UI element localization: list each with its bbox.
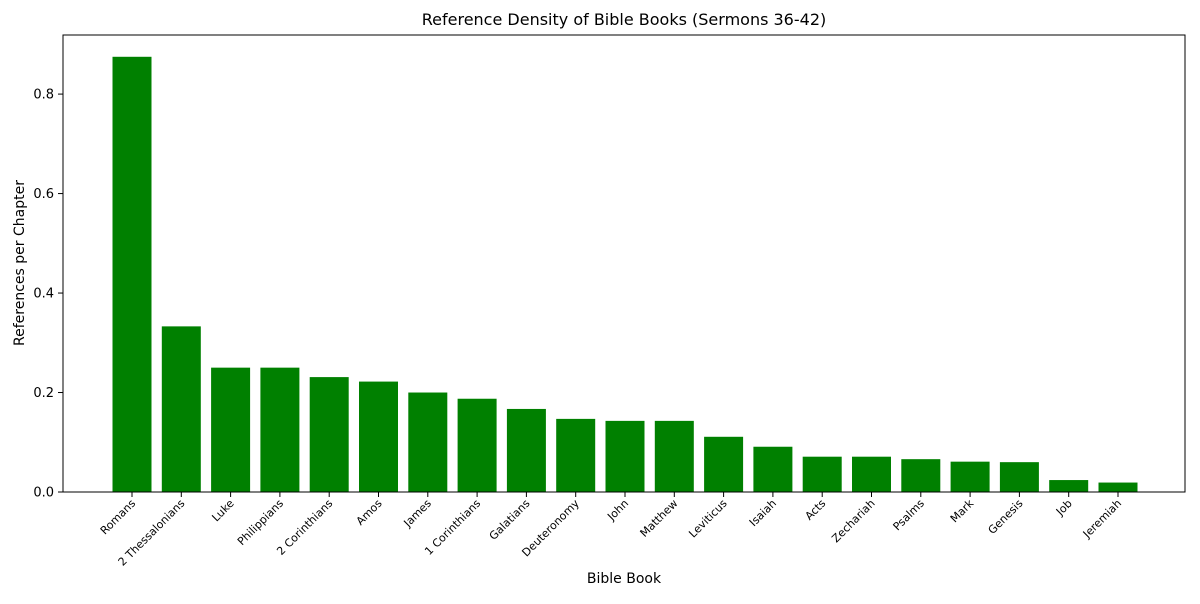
y-tick-label: 0.4 [33,287,54,302]
bar [852,456,891,492]
bar [408,392,448,492]
x-tick-label: Psalms [891,497,928,534]
x-axis-label: Bible Book [587,571,662,587]
bar [260,367,300,492]
bar [359,381,398,492]
bar [704,436,744,492]
bars-layer [112,56,1138,492]
bar [457,398,497,492]
x-tick-label: Philippians [235,497,286,548]
x-tick-label: Leviticus [686,497,730,541]
bar [753,446,793,492]
x-tick-label: Zechariah [829,497,877,545]
x-tick-label: Matthew [638,497,681,540]
bar [1098,482,1138,492]
x-tick-label: Galatians [487,497,533,543]
y-tick-label: 0.8 [33,88,54,103]
y-axis-label: References per Chapter [12,180,28,346]
x-tick-label: Mark [948,496,977,525]
x-tick-label: Isaiah [747,497,779,529]
bar [1049,480,1089,492]
bar [654,420,694,492]
bar [802,456,842,492]
plot-frame [62,34,1186,493]
bar [161,326,201,492]
bar [556,418,596,492]
bar [901,459,941,492]
x-tick-label: Luke [209,497,236,524]
x-tick-label: Job [1053,497,1075,519]
y-tick-label: 0.6 [33,187,54,202]
x-tick-label: John [604,497,631,524]
chart-title: Reference Density of Bible Books (Sermon… [422,10,826,29]
x-tick-label: Amos [354,497,385,528]
bar [605,420,645,492]
bar [506,408,546,492]
x-tick-label: James [401,497,435,531]
x-tick-label: Genesis [986,497,1026,537]
bar [309,377,349,492]
x-tick-label: Jeremiah [1080,497,1124,541]
bar [211,367,251,492]
y-tick-label: 0.2 [33,386,54,401]
bar [950,461,990,492]
bar [112,56,152,492]
bar [999,462,1039,492]
y-tick-label: 0.0 [33,486,54,501]
x-tick-label: Acts [803,497,829,523]
x-tick-label: Romans [98,497,139,538]
